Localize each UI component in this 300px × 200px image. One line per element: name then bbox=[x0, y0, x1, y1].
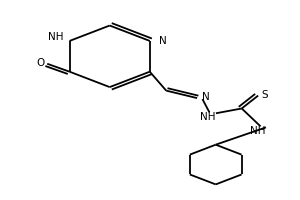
Text: N: N bbox=[159, 36, 167, 46]
Text: N: N bbox=[202, 92, 210, 102]
Text: NH: NH bbox=[250, 126, 265, 136]
Text: NH: NH bbox=[48, 32, 64, 42]
Text: NH: NH bbox=[200, 112, 216, 122]
Text: O: O bbox=[37, 58, 45, 68]
Text: S: S bbox=[261, 90, 268, 100]
